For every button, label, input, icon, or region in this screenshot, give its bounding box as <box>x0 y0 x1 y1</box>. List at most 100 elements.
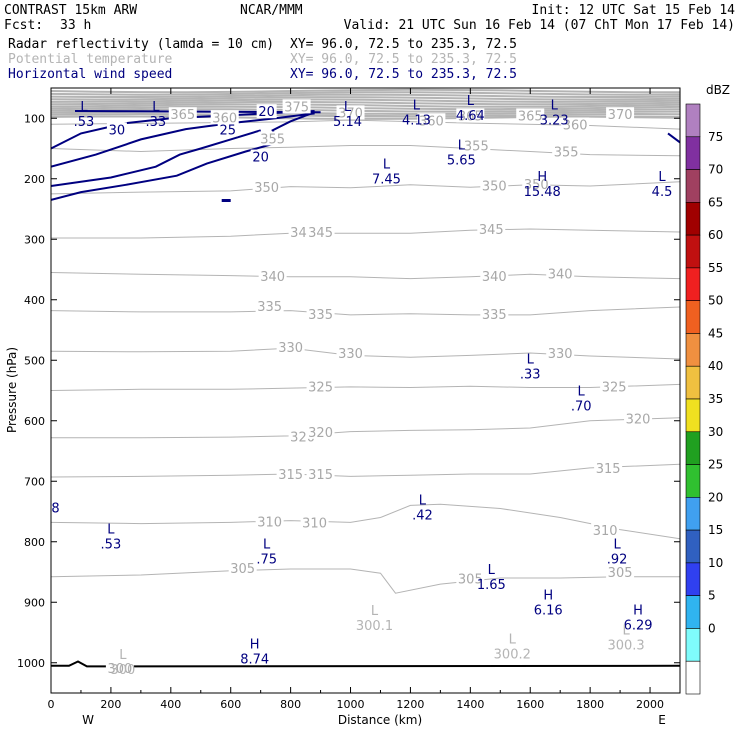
extremum-value-4: 4.64 <box>456 109 485 124</box>
wind-label-30-0: 30 <box>109 123 126 138</box>
theta-label-310-0: 310 <box>257 515 282 530</box>
theta-label-325-0-bg <box>306 379 335 394</box>
theta-label-345-2: 345 <box>479 223 504 238</box>
colorbar-box-16 <box>685 628 701 662</box>
theta-label-320-2: 320 <box>626 413 651 428</box>
terrain-line <box>51 660 680 668</box>
field-wind-xy: XY= 96.0, 72.5 to 235.3, 72.5 <box>290 67 517 82</box>
theta-label-305-0: 305 <box>230 562 255 577</box>
colorbar-label-5: 5 <box>708 589 716 603</box>
theta-label-375-0: 375 <box>284 100 309 115</box>
colorbar-box-9 <box>685 398 701 433</box>
theta-label-310-2-bg <box>591 522 620 537</box>
colorbar-label-70: 70 <box>708 163 723 177</box>
theta-label-360-1: 360 <box>419 114 444 129</box>
field-wind-name: Horizontal wind speed <box>8 67 172 82</box>
wind-label-25-0: 25 <box>219 123 236 138</box>
extremum-low-marker-3: L <box>413 98 421 113</box>
colorbar-label-25: 25 <box>708 458 723 472</box>
theta-label-350-1: 350 <box>482 180 507 195</box>
colorbar-label-45: 45 <box>708 326 723 340</box>
colorbar-box-10 <box>685 431 701 465</box>
extremum-low-marker-16: L <box>488 563 496 578</box>
theta-contour-305 <box>51 568 680 594</box>
y-tick-label-800: 800 <box>24 536 45 549</box>
colorbar-box-11 <box>685 464 701 498</box>
extremum-value-20: 300.1 <box>356 619 393 634</box>
x-tick-label-2000: 2000 <box>636 698 664 711</box>
extremum-value-19: 8.74 <box>240 652 269 667</box>
extremum-low-marker-9: L <box>658 170 666 185</box>
theta-label-340-1: 340 <box>482 270 507 285</box>
theta-label-365-1: 365 <box>458 109 483 124</box>
theta-label-360-2-bg <box>561 117 590 132</box>
theta-contour-325 <box>51 383 680 391</box>
theta-band-line <box>51 93 680 98</box>
wind-contour-20 <box>51 111 315 201</box>
theta-contour-315 <box>51 463 680 478</box>
theta-band-line <box>51 91 680 96</box>
x-axis-label: Distance (km) <box>338 713 422 727</box>
theta-label-335-1-bg <box>306 306 335 321</box>
colorbar-box-3 <box>685 202 701 236</box>
colorbar-label-30: 30 <box>708 425 723 439</box>
x-tick-label-200: 200 <box>100 698 121 711</box>
extremum-value-0: .53 <box>74 115 95 130</box>
theta-band-line <box>51 112 680 118</box>
x-tick-label-800: 800 <box>280 698 301 711</box>
theta-label-320-2-bg <box>624 411 653 426</box>
extremum-value-9: 4.5 <box>652 185 673 200</box>
theta-band-line <box>51 103 680 108</box>
theta-band-line <box>51 100 680 106</box>
theta-label-335-2: 335 <box>482 308 507 323</box>
colorbar-box-1 <box>685 136 701 170</box>
theta-label-345-1: 345 <box>308 226 333 241</box>
theta-label-330-2: 330 <box>548 347 573 362</box>
theta-label-310-2: 310 <box>593 524 618 539</box>
theta-label-300-0: 300 <box>107 662 132 677</box>
extremum-low-marker-1: L <box>152 100 160 115</box>
field-theta-name: Potential temperature <box>8 52 173 67</box>
field-theta-xy: XY= 96.0, 72.5 to 235.3, 72.5 <box>290 52 517 67</box>
extremum-value-10: .33 <box>520 368 541 383</box>
colorbar-box-4 <box>685 234 701 269</box>
colorbar-label-50: 50 <box>708 294 723 308</box>
theta-label-355-1-bg <box>462 138 491 153</box>
theta-label-365-1-bg <box>456 108 485 123</box>
theta-label-350-1-bg <box>480 178 509 193</box>
extremum-low-marker-6: L <box>458 138 466 153</box>
colorbar-box-15 <box>685 595 701 629</box>
x-tick-label-1200: 1200 <box>396 698 424 711</box>
extremum-low-marker-15: L <box>613 538 621 553</box>
extremum-value-16: 1.65 <box>477 578 506 593</box>
theta-label-310-0-bg <box>255 514 284 529</box>
wind-label-20-1-bg <box>250 149 271 164</box>
y-tick-label-1000: 1000 <box>17 657 45 670</box>
theta-label-305-1: 305 <box>458 572 483 587</box>
theta-label-325-1-bg <box>600 379 629 394</box>
wind-contour-20-inner <box>51 129 261 187</box>
extremum-low-marker-11: L <box>578 385 586 400</box>
theta-label-335-0: 335 <box>257 300 282 315</box>
theta-label-330-1-bg <box>336 346 365 361</box>
theta-contour-335 <box>51 306 680 316</box>
theta-label-350-0: 350 <box>254 181 279 196</box>
theta-label-350-2: 350 <box>524 178 549 193</box>
chart-title: CONTRAST 15km ARW <box>4 3 137 18</box>
theta-band-line <box>51 98 680 103</box>
theta-label-365-0: 365 <box>170 108 195 123</box>
x-tick-label-0: 0 <box>48 698 55 711</box>
colorbar-box-7 <box>685 333 701 367</box>
extremum-low-marker-22: L <box>622 624 630 639</box>
west-label: W <box>82 713 94 727</box>
theta-label-340-0: 340 <box>260 270 285 285</box>
y-tick-label-600: 600 <box>24 415 45 428</box>
y-tick-label-700: 700 <box>24 475 45 488</box>
theta-label-335-1: 335 <box>308 308 333 323</box>
extremum-high-marker-18: H <box>633 604 643 619</box>
theta-contour-355 <box>51 145 680 157</box>
theta-contour-320 <box>51 417 680 439</box>
theta-label-330-2-bg <box>546 346 575 361</box>
